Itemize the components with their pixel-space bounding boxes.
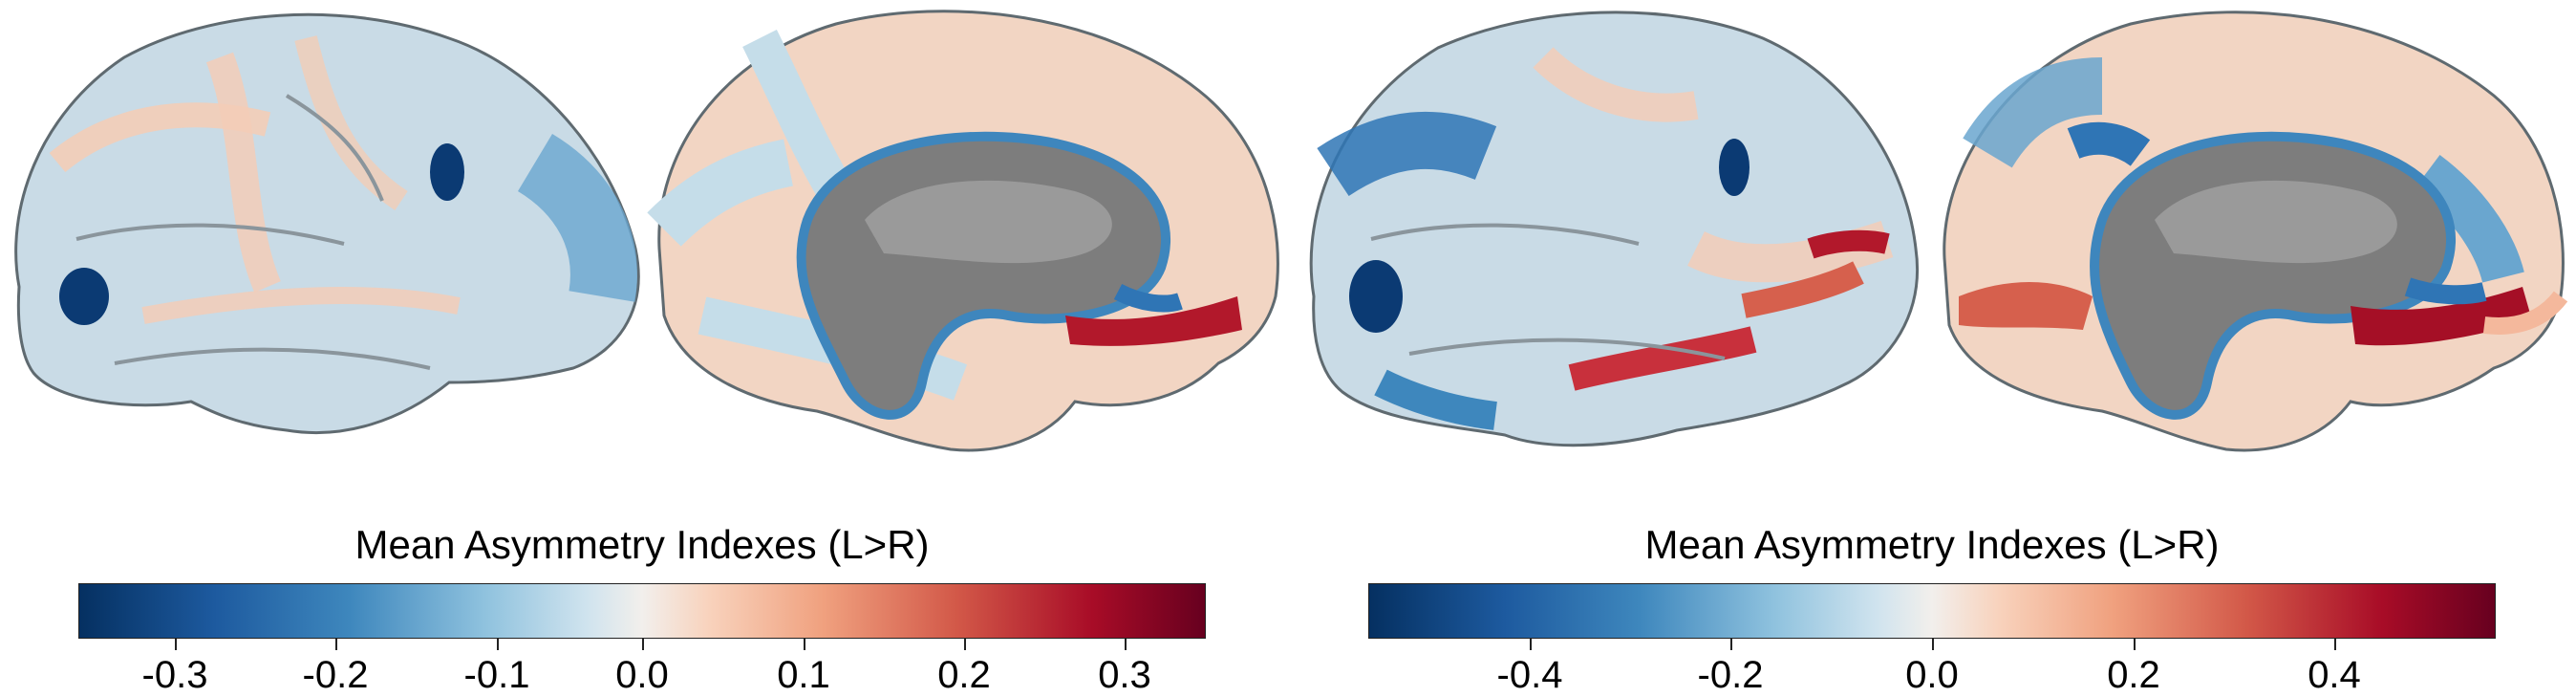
colorbar-tick (1730, 639, 1732, 650)
colorbar-tick-label: 0.0 (615, 654, 669, 696)
colorbar-tick-label: -0.2 (1697, 654, 1764, 696)
colorbar-tick (804, 639, 805, 650)
colorbar-tick (1125, 639, 1127, 650)
colorbar-tick-label: 0.2 (937, 654, 991, 696)
brain-left-medial (647, 10, 1279, 452)
colorbar-tick (175, 639, 177, 650)
colorbar-tick (335, 639, 337, 650)
colorbar-tick (2334, 639, 2336, 650)
colorbar-gradient (1368, 583, 2496, 639)
brain-right-medial (1943, 11, 2568, 452)
brain-right-lateral (1309, 11, 1919, 447)
colorbar-right: Mean Asymmetry Indexes (L>R) -0.4 -0.2 0… (1368, 521, 2496, 696)
colorbar-tick (2134, 639, 2136, 650)
colorbar-title: Mean Asymmetry Indexes (L>R) (354, 522, 930, 567)
colorbar-tick (497, 639, 499, 650)
colorbar-tick-label: -0.1 (463, 654, 530, 696)
brain-left-lateral (14, 12, 640, 434)
colorbar-tick-label: 0.2 (2107, 654, 2160, 696)
colorbar-tick-label: -0.2 (302, 654, 369, 696)
colorbar-left: Mean Asymmetry Indexes (L>R) -0.3 -0.2 -… (78, 521, 1206, 696)
colorbar-tick (1932, 639, 1934, 650)
colorbar-tick (964, 639, 966, 650)
colorbar-gradient (78, 583, 1206, 639)
colorbar-title: Mean Asymmetry Indexes (L>R) (1644, 522, 2220, 567)
colorbar-tick-label: -0.4 (1496, 654, 1563, 696)
colorbar-tick-label: 0.3 (1098, 654, 1151, 696)
colorbar-tick-label: 0.0 (1905, 654, 1959, 696)
colorbar-tick (642, 639, 644, 650)
colorbar-tick-label: 0.4 (2308, 654, 2361, 696)
colorbar-tick-label: -0.3 (141, 654, 208, 696)
brain-surface-panel (14, 10, 2568, 452)
colorbar-tick-label: 0.1 (777, 654, 830, 696)
colorbar-tick (1530, 639, 1532, 650)
